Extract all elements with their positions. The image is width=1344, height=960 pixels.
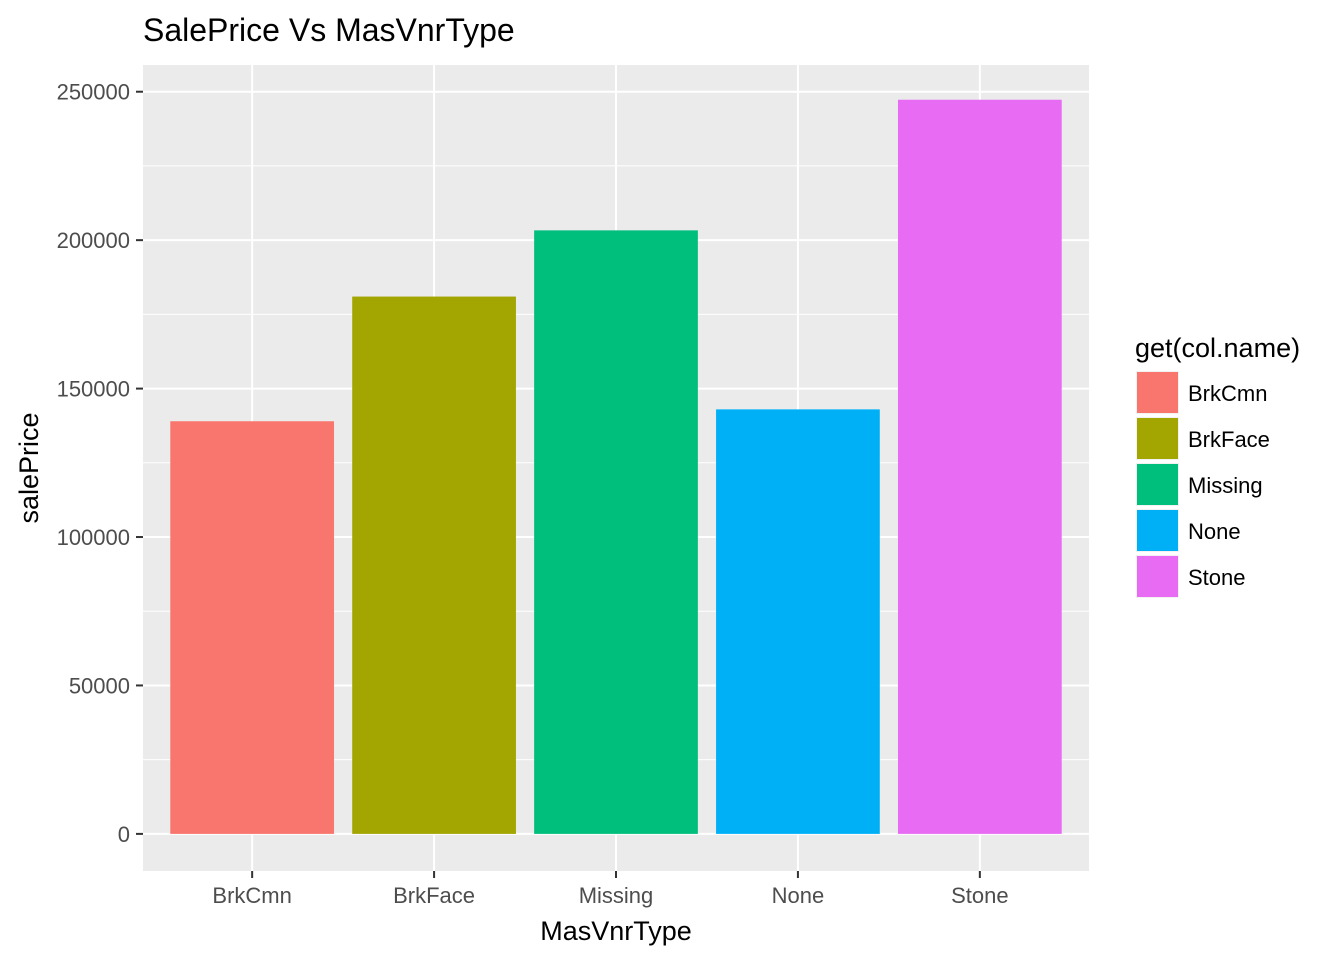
y-tick-label: 200000 [57, 228, 130, 253]
y-tick-label: 250000 [57, 80, 130, 105]
y-tick-label: 50000 [69, 673, 130, 698]
bar-stone [897, 99, 1062, 834]
bar-brkface [352, 296, 516, 834]
legend-swatch-brkface [1137, 418, 1178, 459]
bars [170, 99, 1062, 834]
y-tick-label: 0 [118, 822, 130, 847]
x-tick-label: BrkFace [393, 883, 475, 908]
legend-label: Missing [1188, 473, 1263, 498]
y-axis-title: salePrice [14, 412, 44, 523]
x-tick-label: Missing [579, 883, 654, 908]
legend-label: None [1188, 519, 1241, 544]
x-axis-title: MasVnrType [540, 916, 692, 946]
legend-swatch-brkcmn [1137, 372, 1178, 413]
bar-missing [534, 230, 698, 834]
x-tick-label: BrkCmn [212, 883, 291, 908]
legend-label: BrkFace [1188, 427, 1270, 452]
bar-brkcmn [170, 421, 335, 834]
legend-title: get(col.name) [1135, 333, 1300, 363]
x-tick-label: None [772, 883, 825, 908]
legend: get(col.name) BrkCmn BrkFace Missing None St… [1135, 333, 1300, 598]
legend-label: Stone [1188, 565, 1246, 590]
legend-label: BrkCmn [1188, 381, 1267, 406]
chart-title: SalePrice Vs MasVnrType [143, 12, 515, 48]
x-tick-label: Stone [951, 883, 1009, 908]
y-tick-label: 100000 [57, 525, 130, 550]
legend-swatch-missing [1137, 464, 1178, 505]
y-axis: 0 50000 100000 150000 200000 250000 [57, 80, 143, 847]
legend-items: BrkCmn BrkFace Missing None Stone [1136, 371, 1270, 598]
x-axis: BrkCmn BrkFace Missing None Stone [212, 871, 1009, 908]
legend-swatch-stone [1137, 556, 1178, 597]
legend-swatch-none [1137, 510, 1178, 551]
bar-none [716, 409, 880, 834]
y-tick-label: 150000 [57, 377, 130, 402]
